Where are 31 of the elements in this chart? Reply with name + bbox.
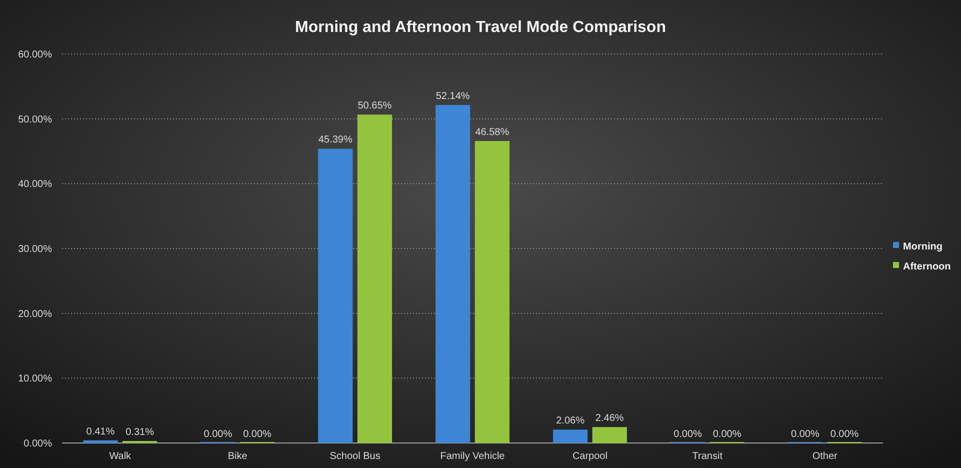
data-label: 50.65% xyxy=(358,100,392,112)
data-label: 0.31% xyxy=(126,426,154,438)
data-label: 0.00% xyxy=(243,429,272,440)
legend-label: Afternoon xyxy=(903,262,951,272)
data-label: 0.00% xyxy=(791,429,820,440)
data-label: 0.00% xyxy=(204,429,232,440)
x-tick-label: Walk xyxy=(109,451,132,462)
y-tick-label: 10.00% xyxy=(18,374,52,385)
data-label: 46.58% xyxy=(475,127,510,138)
x-tick-label: Family Vehicle xyxy=(440,451,506,462)
data-label: 0.00% xyxy=(712,429,742,440)
y-tick-label: 40.00% xyxy=(18,179,52,190)
y-tick-label: 50.00% xyxy=(18,114,52,126)
x-tick-label: Transit xyxy=(692,451,723,462)
data-label: 0.00% xyxy=(674,429,702,440)
x-tick-label: Other xyxy=(812,451,838,462)
data-label: 0.00% xyxy=(830,429,859,440)
data-label: 2.06% xyxy=(556,416,585,427)
legend-label: Morning xyxy=(903,242,942,252)
data-label: 0.41% xyxy=(86,426,115,438)
chart-title: Morning and Afternoon Travel Mode Comparison xyxy=(295,19,666,36)
x-tick-label: Bike xyxy=(228,451,248,462)
y-tick-label: 30.00% xyxy=(18,244,52,255)
y-tick-label: 0.00% xyxy=(24,438,52,450)
x-tick-label: School Bus xyxy=(330,451,380,462)
y-tick-label: 60.00% xyxy=(18,50,52,60)
y-tick-label: 20.00% xyxy=(18,308,52,320)
data-label: 2.46% xyxy=(595,413,624,424)
x-tick-label: Carpool xyxy=(572,451,608,462)
data-label: 45.39% xyxy=(318,134,352,146)
data-label: 52.14% xyxy=(436,90,470,102)
